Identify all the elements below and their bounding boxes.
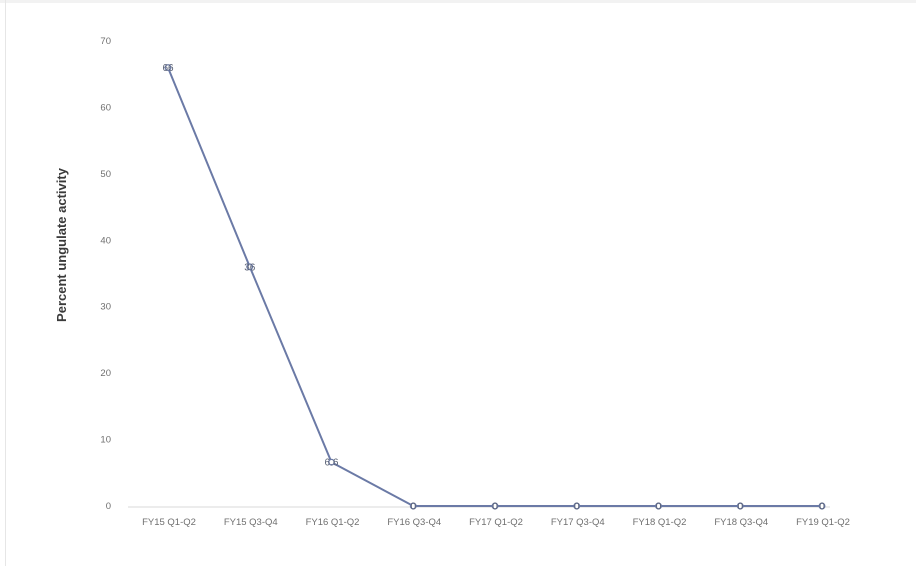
data-point [246, 263, 254, 271]
series-markers [164, 64, 826, 510]
y-tick-label: 30 [100, 302, 111, 313]
y-tick-label: 20 [100, 368, 111, 379]
data-point [818, 502, 826, 510]
data-label: 0 [737, 502, 743, 513]
data-label: 66 [162, 63, 174, 74]
y-tick-label: 10 [100, 435, 111, 446]
y-tick-label: 70 [100, 36, 111, 47]
x-axis-ticks: FY15 Q1-Q2 FY15 Q3-Q4 FY16 Q1-Q2 FY16 Q3-Q4… [142, 517, 850, 528]
data-label: 36 [244, 262, 256, 273]
x-tick-label: FY17 Q3-Q4 [551, 517, 605, 528]
x-tick-label: FY17 Q1-Q2 [469, 517, 523, 528]
x-tick-label: FY19 Q1-Q2 [796, 517, 850, 528]
data-point [164, 64, 172, 72]
x-tick-label: FY15 Q1-Q2 [142, 517, 196, 528]
series-line [167, 67, 822, 507]
x-tick-label: FY16 Q3-Q4 [387, 517, 441, 528]
data-label: 0 [656, 502, 662, 513]
y-axis-ticks: 0 10 20 30 40 50 60 70 [100, 36, 111, 512]
data-point [328, 458, 335, 466]
data-point [491, 502, 499, 510]
x-tick-label: FY15 Q3-Q4 [224, 517, 278, 528]
y-axis-label: Percent ungulate activity [54, 167, 69, 322]
x-tick-label: FY18 Q1-Q2 [633, 517, 687, 528]
frame-top-edge [0, 0, 916, 3]
data-point [736, 502, 744, 510]
frame-left-edge [5, 0, 6, 566]
y-tick-label: 60 [100, 102, 111, 113]
data-point [573, 502, 581, 510]
data-label: 6.6 [325, 458, 339, 469]
y-tick-label: 0 [106, 501, 111, 512]
data-label: 0 [492, 502, 498, 513]
data-label: 0 [574, 502, 580, 513]
data-point [409, 502, 417, 510]
data-label: 0 [819, 502, 825, 513]
data-point [655, 502, 662, 510]
x-tick-label: FY18 Q3-Q4 [714, 517, 768, 528]
data-label: 0 [410, 502, 416, 513]
x-tick-label: FY16 Q1-Q2 [306, 517, 360, 528]
y-tick-label: 50 [100, 169, 111, 180]
y-tick-label: 40 [100, 235, 111, 246]
data-labels: 66 36 6.6 0 0 0 0 0 0 [162, 63, 825, 512]
